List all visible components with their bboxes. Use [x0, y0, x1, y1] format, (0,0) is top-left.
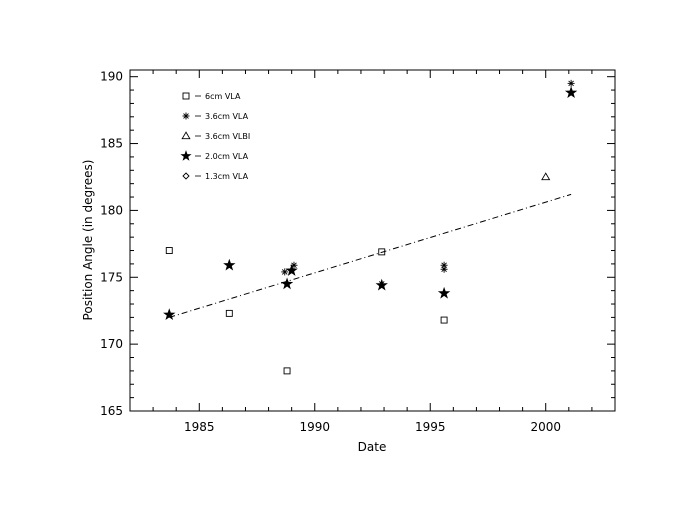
- legend-label: 3.6cm VLA: [205, 112, 249, 121]
- y-tick-label: 170: [100, 337, 123, 351]
- legend-label: 3.6cm VLBI: [205, 132, 250, 141]
- y-axis-label: Position Angle (in degrees): [81, 160, 95, 321]
- point-6cm-vla: [378, 248, 386, 256]
- point-2-0cm-vla: [285, 264, 298, 276]
- legend-label: 1.3cm VLA: [205, 172, 249, 181]
- point-6cm-vla: [225, 309, 233, 317]
- y-tick-label: 185: [100, 137, 123, 151]
- y-tick-label: 180: [100, 203, 123, 217]
- point-2-0cm-vla: [375, 278, 388, 291]
- x-tick-label: 2000: [530, 420, 561, 434]
- point-2-0cm-vla: [564, 86, 578, 98]
- legend-marker: [182, 92, 190, 100]
- point-2-0cm-vla: [437, 286, 451, 299]
- point-6cm-vla: [440, 316, 448, 324]
- legend-marker: [181, 131, 191, 140]
- point-3-6cm-vla: [281, 268, 289, 276]
- fit-line: [169, 193, 572, 318]
- point-3-6cm-vla: [440, 265, 448, 273]
- legend-marker: [182, 172, 190, 180]
- x-tick-label: 1985: [184, 420, 215, 434]
- point-2-0cm-vla: [163, 308, 176, 320]
- point-2-0cm-vla: [223, 258, 236, 271]
- x-axis-label: Date: [358, 440, 387, 454]
- y-tick-label: 175: [100, 270, 123, 284]
- point-2-0cm-vla: [280, 277, 294, 290]
- y-tick-label: 190: [100, 70, 123, 84]
- point-3-6cm-vlbi: [541, 172, 551, 181]
- point-6cm-vla: [165, 247, 173, 254]
- legend-marker: [182, 112, 190, 120]
- legend-label: 2.0cm VLA: [205, 152, 249, 161]
- plot-frame: [129, 69, 616, 412]
- fit-line-layer: [169, 193, 572, 318]
- legend: 6cm VLA 3.6cm VLA 3.6cm VLBI 2.0cm VLA 1.3cm…: [180, 92, 250, 181]
- legend-marker: [180, 150, 192, 161]
- point-6cm-vla: [283, 367, 291, 375]
- x-tick-label: 1990: [299, 420, 330, 434]
- point-3-6cm-vla: [567, 79, 575, 87]
- y-tick-label: 165: [100, 404, 123, 418]
- axis-ticks: 1985 1990 1995 2000 165 170 175 180 185 190: [100, 70, 616, 434]
- data-points: [163, 79, 578, 375]
- legend-label: 6cm VLA: [205, 92, 241, 101]
- x-tick-label: 1995: [415, 420, 446, 434]
